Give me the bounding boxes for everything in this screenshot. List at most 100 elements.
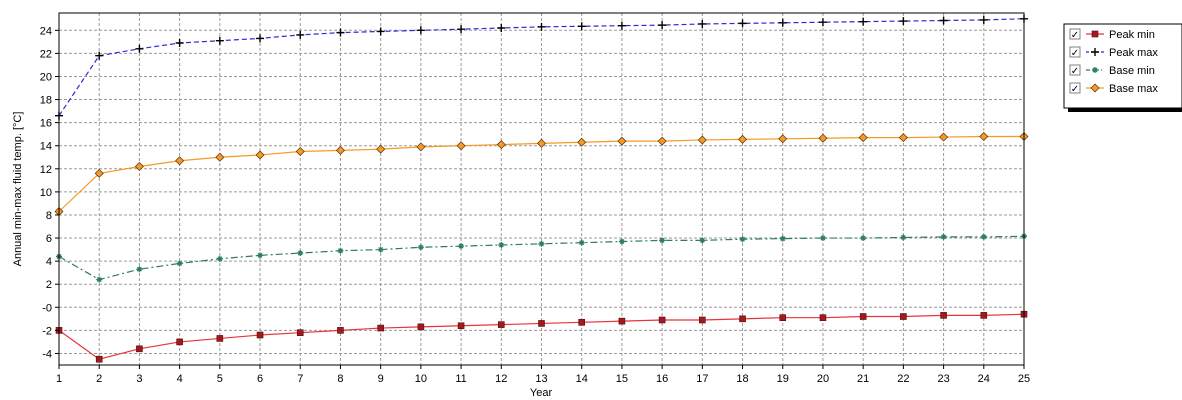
data-point-base-max (215, 152, 225, 162)
data-point-peak-max (617, 21, 626, 30)
data-point-base-min (980, 233, 987, 240)
data-point-peak-min (779, 314, 787, 321)
legend-check-mark: ✓ (1071, 48, 1079, 59)
data-point-peak-max (296, 30, 305, 39)
y-tick-label: 24 (40, 25, 52, 37)
x-tick-label: 20 (817, 373, 829, 385)
data-point-peak-max (537, 22, 546, 31)
x-tick-label: 12 (495, 373, 507, 385)
legend-checkbox (1069, 46, 1081, 58)
data-point-base-min (498, 241, 505, 248)
x-axis-title: Year (530, 387, 553, 399)
legend-item-base-min[interactable]: ✓ Base min (1069, 64, 1155, 77)
data-point-peak-min (658, 316, 666, 324)
x-tick-label: 19 (777, 373, 789, 385)
data-point-base-max (898, 133, 908, 143)
x-tick-label: 10 (415, 373, 427, 385)
data-point-base-max (858, 133, 868, 143)
legend-marker-base-min (1092, 67, 1098, 73)
data-point-base-min (578, 239, 585, 246)
y-tick-label: -2 (42, 325, 52, 337)
data-point-peak-max (416, 26, 425, 35)
data-point-peak-max (256, 34, 265, 43)
data-point-peak-min (377, 324, 384, 332)
data-point-peak-max (859, 17, 868, 26)
data-point-peak-max (899, 17, 908, 26)
legend-marker-peak-min (1091, 30, 1099, 38)
data-point-peak-min (457, 322, 465, 330)
y-axis-title: Annual min-max fluid temp. [°C] (12, 112, 24, 267)
data-point-peak-max (738, 19, 747, 28)
legend-label: Peak min (1109, 29, 1155, 41)
data-point-peak-max (135, 44, 144, 53)
data-point-base-min (96, 276, 103, 283)
data-point-peak-max (215, 36, 224, 45)
data-point-base-min (940, 233, 947, 240)
x-tick-label: 17 (696, 373, 708, 385)
data-point-peak-min (739, 315, 746, 323)
data-point-base-min (819, 235, 826, 242)
data-point-base-max (537, 138, 546, 148)
data-point-base-min (417, 244, 424, 251)
legend-check-mark: ✓ (1071, 84, 1079, 95)
data-point-base-min (659, 237, 666, 244)
data-point-peak-min (337, 327, 344, 334)
series-base-min (56, 233, 1027, 283)
x-tick-label: 13 (535, 373, 547, 385)
data-point-peak-max (577, 22, 586, 31)
legend-checkbox (1069, 82, 1081, 94)
data-point-base-min (136, 266, 143, 273)
data-point-base-min (739, 236, 746, 243)
x-tick-label: 8 (337, 373, 343, 385)
legend-check-mark: ✓ (1071, 66, 1079, 77)
x-tick-label: 4 (177, 373, 183, 385)
data-point-base-max (939, 132, 949, 142)
y-tick-label: 8 (46, 210, 52, 222)
data-point-base-max (175, 156, 185, 166)
x-axis-ticks: 1 2 3 4 5 6 7 8 9 10 11 12 13 14 15 16 17 18 19 20 21 22 23 24 2… (56, 365, 1030, 385)
data-point-peak-min (819, 314, 827, 321)
data-point-base-min (860, 235, 867, 242)
legend: ✓ Peak min ✓ Peak max ✓ Base min ✓ Base max (1063, 23, 1182, 112)
data-point-base-max (657, 136, 667, 146)
legend-item-peak-max[interactable]: ✓ Peak max (1069, 46, 1158, 59)
data-point-peak-min (497, 321, 505, 328)
x-tick-label: 18 (736, 373, 748, 385)
x-tick-label: 16 (656, 373, 668, 385)
data-point-peak-min (900, 313, 907, 320)
data-point-peak-max (778, 18, 787, 27)
data-point-peak-max (979, 15, 988, 24)
data-point-peak-max (939, 16, 948, 25)
x-tick-label: 15 (616, 373, 628, 385)
data-point-base-min (618, 238, 625, 245)
data-point-base-min (257, 252, 264, 259)
legend-item-base-max[interactable]: ✓ Base max (1069, 82, 1158, 95)
x-tick-label: 14 (576, 373, 588, 385)
x-tick-label: 7 (297, 373, 303, 385)
x-tick-label: 9 (378, 373, 384, 385)
data-point-peak-max (175, 39, 184, 48)
y-tick-label: -4 (42, 348, 52, 360)
data-point-base-max (335, 145, 345, 155)
data-point-peak-max (698, 19, 707, 28)
x-tick-label: 3 (136, 373, 142, 385)
legend-item-peak-min[interactable]: ✓ Peak min (1069, 28, 1155, 41)
x-tick-label: 22 (897, 373, 909, 385)
y-tick-label: -0 (42, 302, 52, 314)
x-tick-label: 5 (217, 373, 223, 385)
x-tick-label: 1 (56, 373, 62, 385)
y-tick-label: 2 (46, 279, 52, 291)
x-tick-label: 23 (937, 373, 949, 385)
series-peak-max (55, 14, 1028, 120)
data-point-peak-min (136, 345, 143, 353)
legend-box (1063, 23, 1182, 109)
data-point-peak-min (95, 355, 103, 363)
data-point-peak-max (457, 25, 466, 34)
data-point-base-max (376, 144, 386, 154)
y-tick-label: 18 (40, 95, 52, 107)
data-point-base-max (697, 135, 707, 145)
legend-checkbox (1069, 64, 1081, 76)
